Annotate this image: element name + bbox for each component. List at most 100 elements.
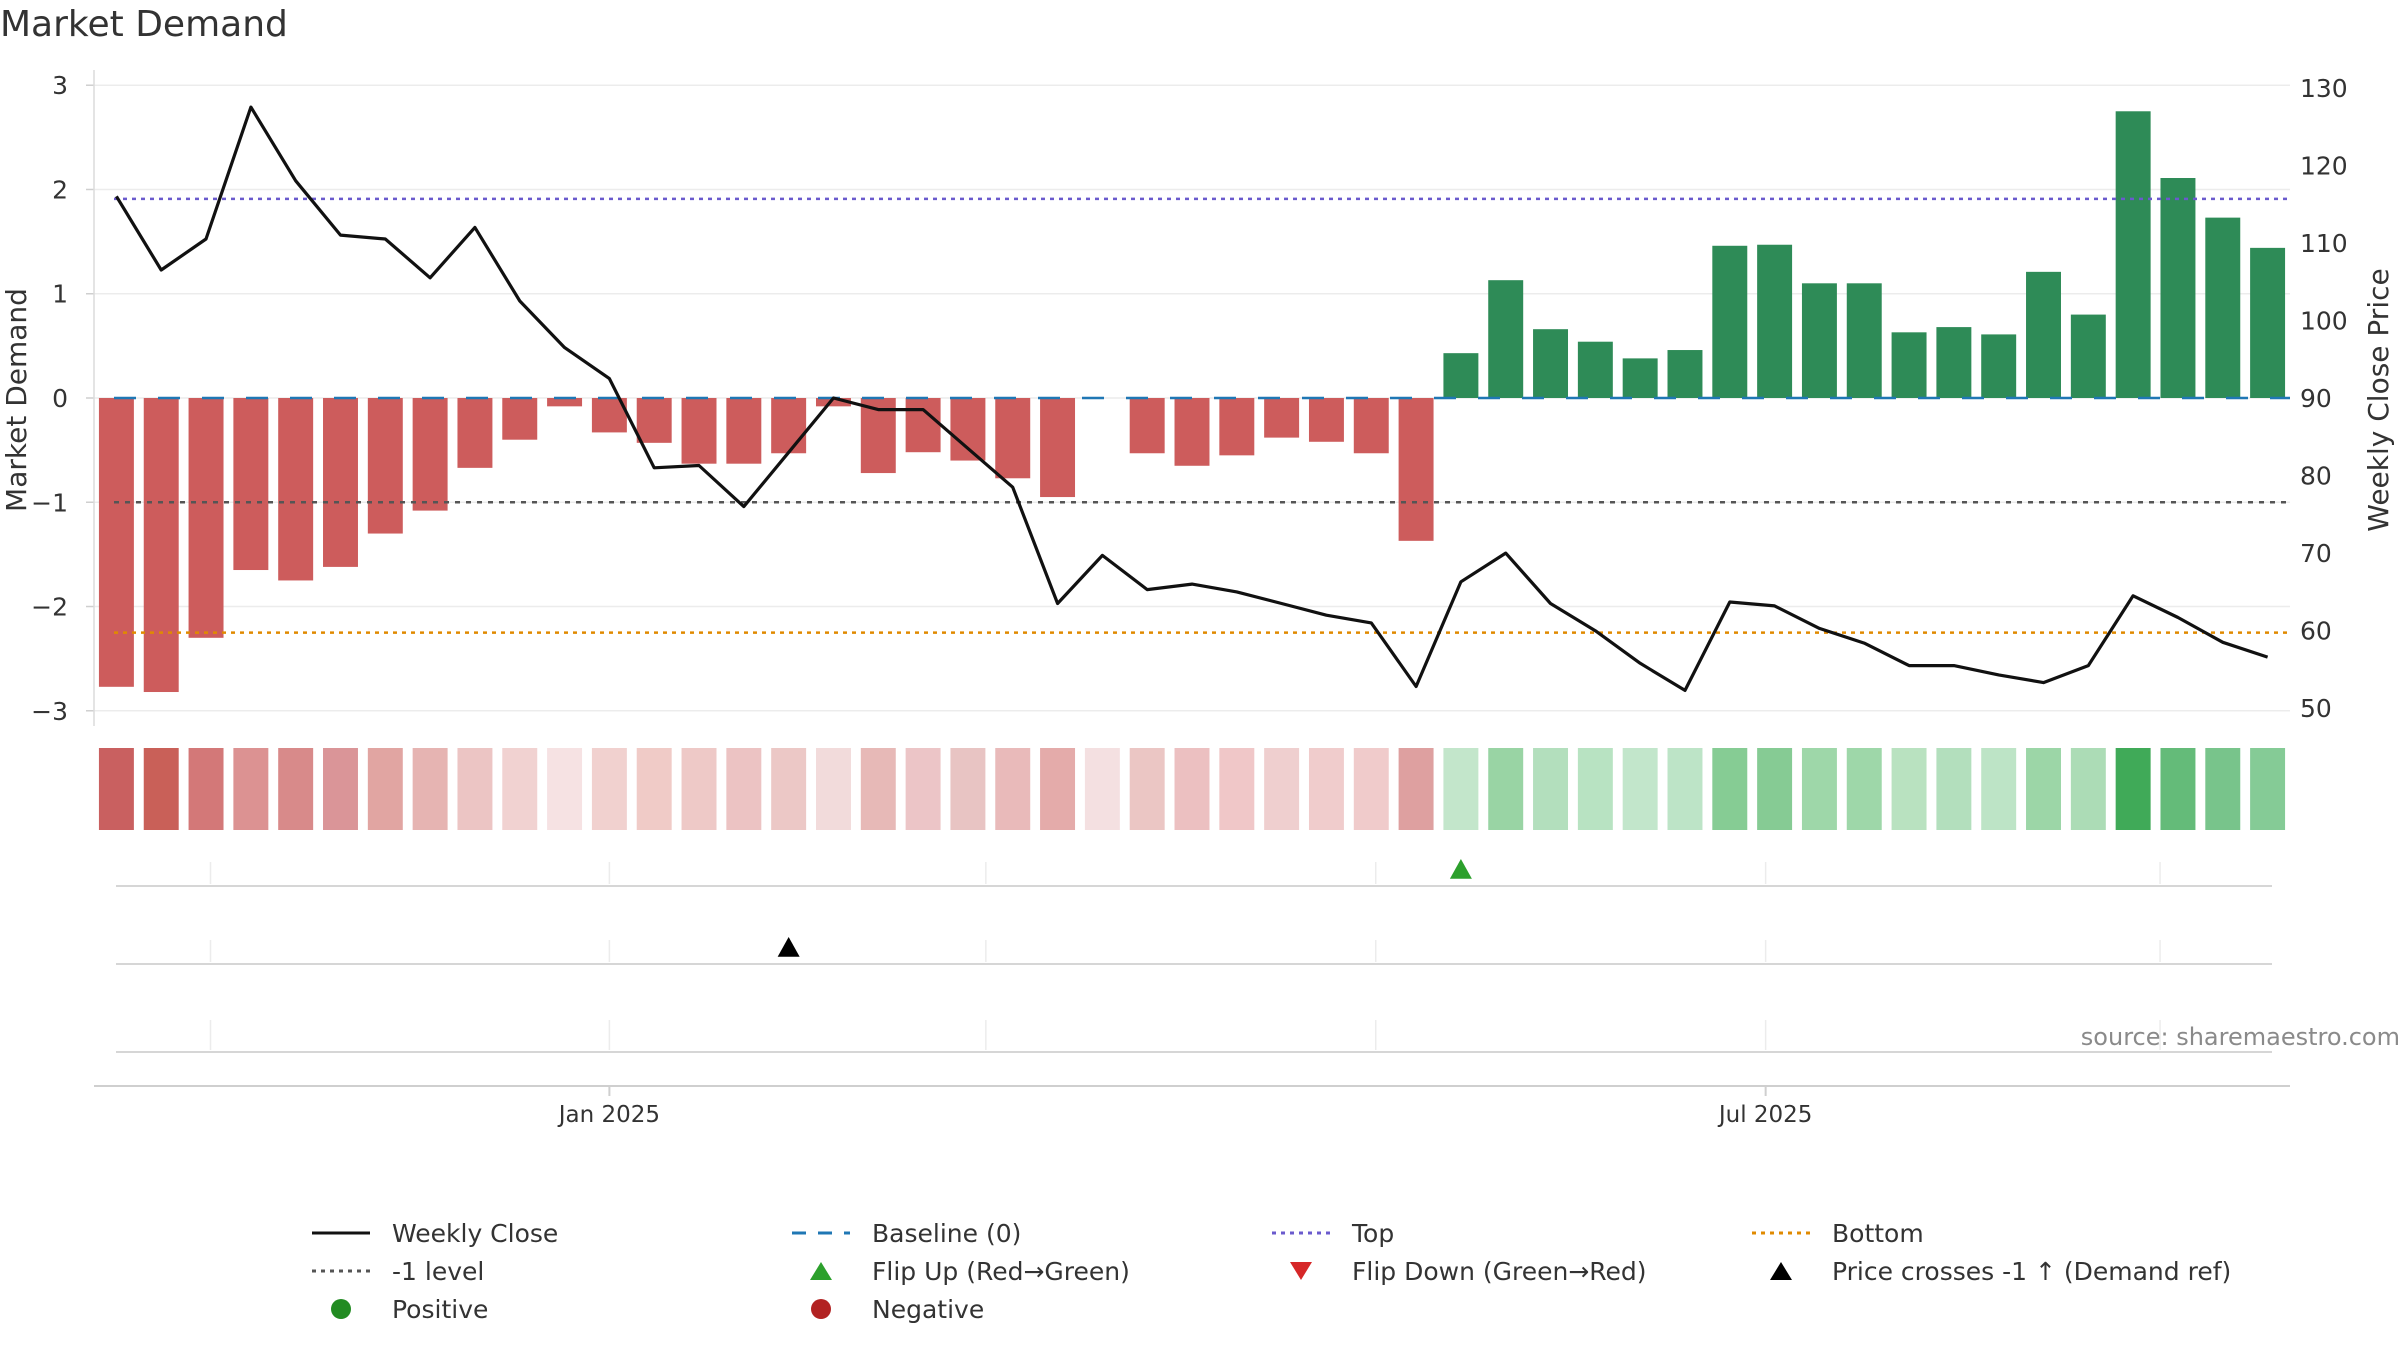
chart-legend: Weekly Close Baseline (0) Top Bottom -1 leve…	[310, 1214, 2270, 1334]
demand-bar-positive	[2115, 111, 2151, 398]
legend-dashed-line-icon	[790, 1221, 852, 1245]
heat-strip-cell	[1846, 748, 1882, 830]
legend-label: Top	[1352, 1218, 1395, 1248]
heat-strip-cell	[2070, 748, 2106, 830]
y-tick-label: −1	[31, 488, 68, 517]
demand-bar-negative	[412, 398, 448, 511]
heat-strip-cell	[1264, 748, 1300, 830]
x-tick-label: Jul 2025	[1717, 1102, 1813, 1128]
y-tick-label: 3	[52, 71, 68, 100]
heat-strip-cell	[1712, 748, 1748, 830]
demand-bar-negative	[278, 398, 314, 581]
heat-strip-cell	[2250, 748, 2286, 830]
demand-bar-positive	[1891, 332, 1927, 398]
heat-strip-cell	[547, 748, 583, 830]
heat-strip-cell	[412, 748, 448, 830]
heat-strip-cell	[1084, 748, 1120, 830]
heat-strip-cell	[278, 748, 314, 830]
demand-bar-negative	[1353, 398, 1389, 454]
heat-strip-cell	[1443, 748, 1479, 830]
heat-strip-cell	[1757, 748, 1793, 830]
heat-strip-cell	[323, 748, 358, 830]
demand-bar-positive	[1622, 358, 1658, 398]
heat-strip-cell	[1577, 748, 1613, 830]
heat-strip-cell	[860, 748, 896, 830]
demand-bar-negative	[188, 398, 224, 638]
heat-strip-cell	[98, 748, 134, 830]
demand-bar-positive	[1757, 244, 1793, 398]
demand-bar-negative	[1308, 398, 1344, 442]
heat-strip-cell	[591, 748, 627, 830]
demand-bar-positive	[1667, 350, 1703, 398]
demand-bar-negative	[1129, 398, 1165, 454]
demand-bar-positive	[1801, 283, 1837, 398]
heat-strip-cell	[905, 748, 941, 830]
heat-strip-cell	[188, 748, 224, 830]
heat-strip-cell	[1801, 748, 1837, 830]
price-cross-marker	[777, 937, 800, 957]
legend-label: Positive	[392, 1294, 489, 1324]
demand-bar-negative	[771, 398, 807, 454]
heat-strip-cell	[681, 748, 717, 830]
demand-bar-positive	[2205, 217, 2241, 398]
heat-strip-cell	[2205, 748, 2241, 830]
demand-bar-negative	[726, 398, 762, 464]
y-tick-label: −3	[31, 697, 68, 726]
heat-strip-cell	[1981, 748, 2017, 830]
heat-strip-cell	[2160, 748, 2196, 830]
heat-strip-cell	[771, 748, 807, 830]
demand-bar-positive	[1981, 334, 2017, 398]
demand-bar-negative	[547, 398, 583, 407]
legend-triangle-up-icon	[1750, 1259, 1812, 1283]
demand-bar-positive	[1533, 329, 1569, 398]
legend-item: Flip Down (Green→Red)	[1270, 1252, 1647, 1290]
x-tick-label: Jan 2025	[557, 1102, 660, 1128]
heat-strip-cell	[1533, 748, 1569, 830]
demand-bar-negative	[1398, 398, 1434, 541]
demand-bar-negative	[681, 398, 717, 464]
demand-bar-positive	[2250, 247, 2286, 398]
legend-label: Negative	[872, 1294, 985, 1324]
heat-strip-cell	[2115, 748, 2151, 830]
legend-label: Flip Up (Red→Green)	[872, 1256, 1130, 1286]
legend-triangle-down-icon	[1270, 1259, 1332, 1283]
legend-item: Weekly Close	[310, 1214, 558, 1252]
heat-strip-cell	[1040, 748, 1076, 830]
heat-strip-cell	[726, 748, 762, 830]
y2-tick-label: 100	[2300, 306, 2348, 335]
legend-label: Bottom	[1832, 1218, 1924, 1248]
demand-bar-negative	[1264, 398, 1300, 438]
flip-up-marker	[1449, 859, 1472, 879]
source-credit: source: sharemaestro.com	[2080, 1023, 2400, 1051]
heat-strip-cell	[1398, 748, 1434, 830]
demand-bar-negative	[502, 398, 538, 440]
legend-item: Baseline (0)	[790, 1214, 1021, 1252]
heat-strip-cell	[1129, 748, 1165, 830]
demand-bar-negative	[1040, 398, 1076, 498]
demand-bar-positive	[1846, 283, 1882, 398]
demand-bar-negative	[636, 398, 672, 443]
heat-strip-cell	[457, 748, 493, 830]
heat-strip-cell	[1353, 748, 1389, 830]
heat-strip-cell	[950, 748, 986, 830]
weekly-close-line	[115, 105, 2269, 693]
heat-strip-cell	[1891, 748, 1927, 830]
legend-item: Flip Up (Red→Green)	[790, 1252, 1130, 1290]
demand-bar-positive	[2070, 314, 2106, 398]
demand-bar-negative	[367, 398, 403, 534]
demand-bar-negative	[1219, 398, 1255, 456]
heat-strip-cell	[1308, 748, 1344, 830]
legend-dotted-line-icon	[310, 1259, 372, 1283]
y-tick-label: 1	[52, 280, 68, 309]
legend-item: Bottom	[1750, 1214, 1924, 1252]
y2-axis-title: Weekly Close Price	[2362, 268, 2395, 531]
legend-label: Baseline (0)	[872, 1218, 1022, 1248]
demand-bar-positive	[1488, 280, 1524, 398]
demand-bar-positive	[2026, 271, 2061, 398]
y2-tick-label: 110	[2300, 229, 2348, 258]
heat-strip-cell	[502, 748, 538, 830]
y2-tick-label: 70	[2300, 539, 2332, 568]
demand-bar-negative	[457, 398, 493, 468]
demand-bar-negative	[995, 398, 1031, 479]
